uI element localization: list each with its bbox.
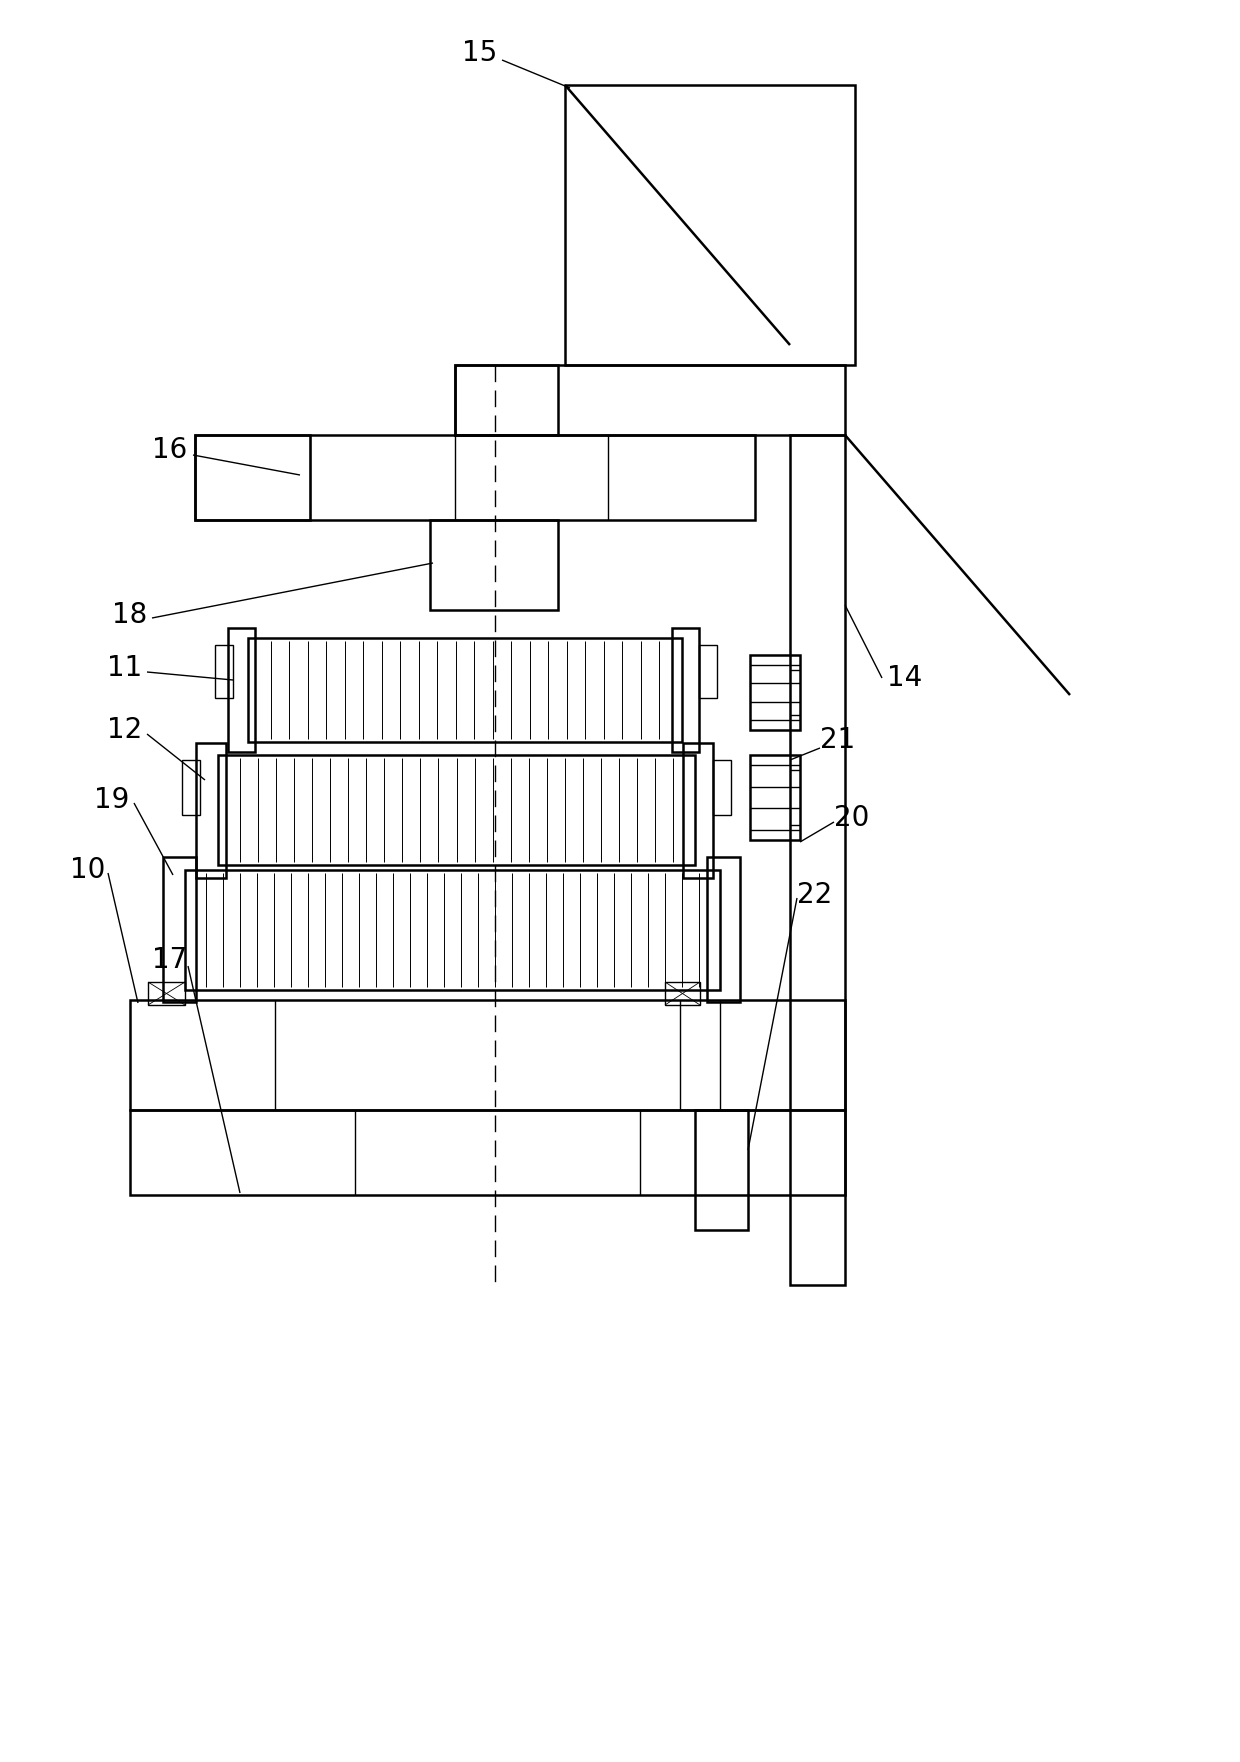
Text: 11: 11 xyxy=(108,654,143,682)
Text: 12: 12 xyxy=(108,715,143,744)
Bar xyxy=(565,85,856,365)
Bar xyxy=(248,638,682,742)
Bar xyxy=(182,759,200,816)
Text: 17: 17 xyxy=(153,946,187,974)
Text: 15: 15 xyxy=(463,39,497,67)
Bar xyxy=(195,435,755,520)
Bar xyxy=(162,856,196,1003)
Bar xyxy=(665,981,701,1004)
Bar xyxy=(790,435,844,1284)
Bar xyxy=(148,981,185,1004)
Bar xyxy=(130,1001,844,1110)
Bar xyxy=(215,645,233,698)
Bar xyxy=(228,627,255,752)
Bar xyxy=(694,1110,748,1230)
Bar xyxy=(750,754,800,840)
Text: 21: 21 xyxy=(821,726,856,754)
Bar xyxy=(430,520,558,610)
Text: 20: 20 xyxy=(835,803,869,832)
Bar xyxy=(195,435,310,520)
Bar xyxy=(750,655,800,729)
Text: 18: 18 xyxy=(113,601,148,629)
Text: 19: 19 xyxy=(94,786,130,814)
Text: 14: 14 xyxy=(888,664,923,692)
Bar xyxy=(130,1110,844,1195)
Text: 10: 10 xyxy=(71,856,105,885)
Bar xyxy=(455,365,558,435)
Bar xyxy=(699,645,717,698)
Bar xyxy=(185,870,720,990)
Bar xyxy=(672,627,699,752)
Bar xyxy=(713,759,732,816)
Bar xyxy=(196,744,226,877)
Bar xyxy=(683,744,713,877)
Bar xyxy=(218,754,694,865)
Text: 22: 22 xyxy=(797,881,832,909)
Bar xyxy=(707,856,740,1003)
Text: 16: 16 xyxy=(153,435,187,463)
Bar xyxy=(455,365,844,435)
